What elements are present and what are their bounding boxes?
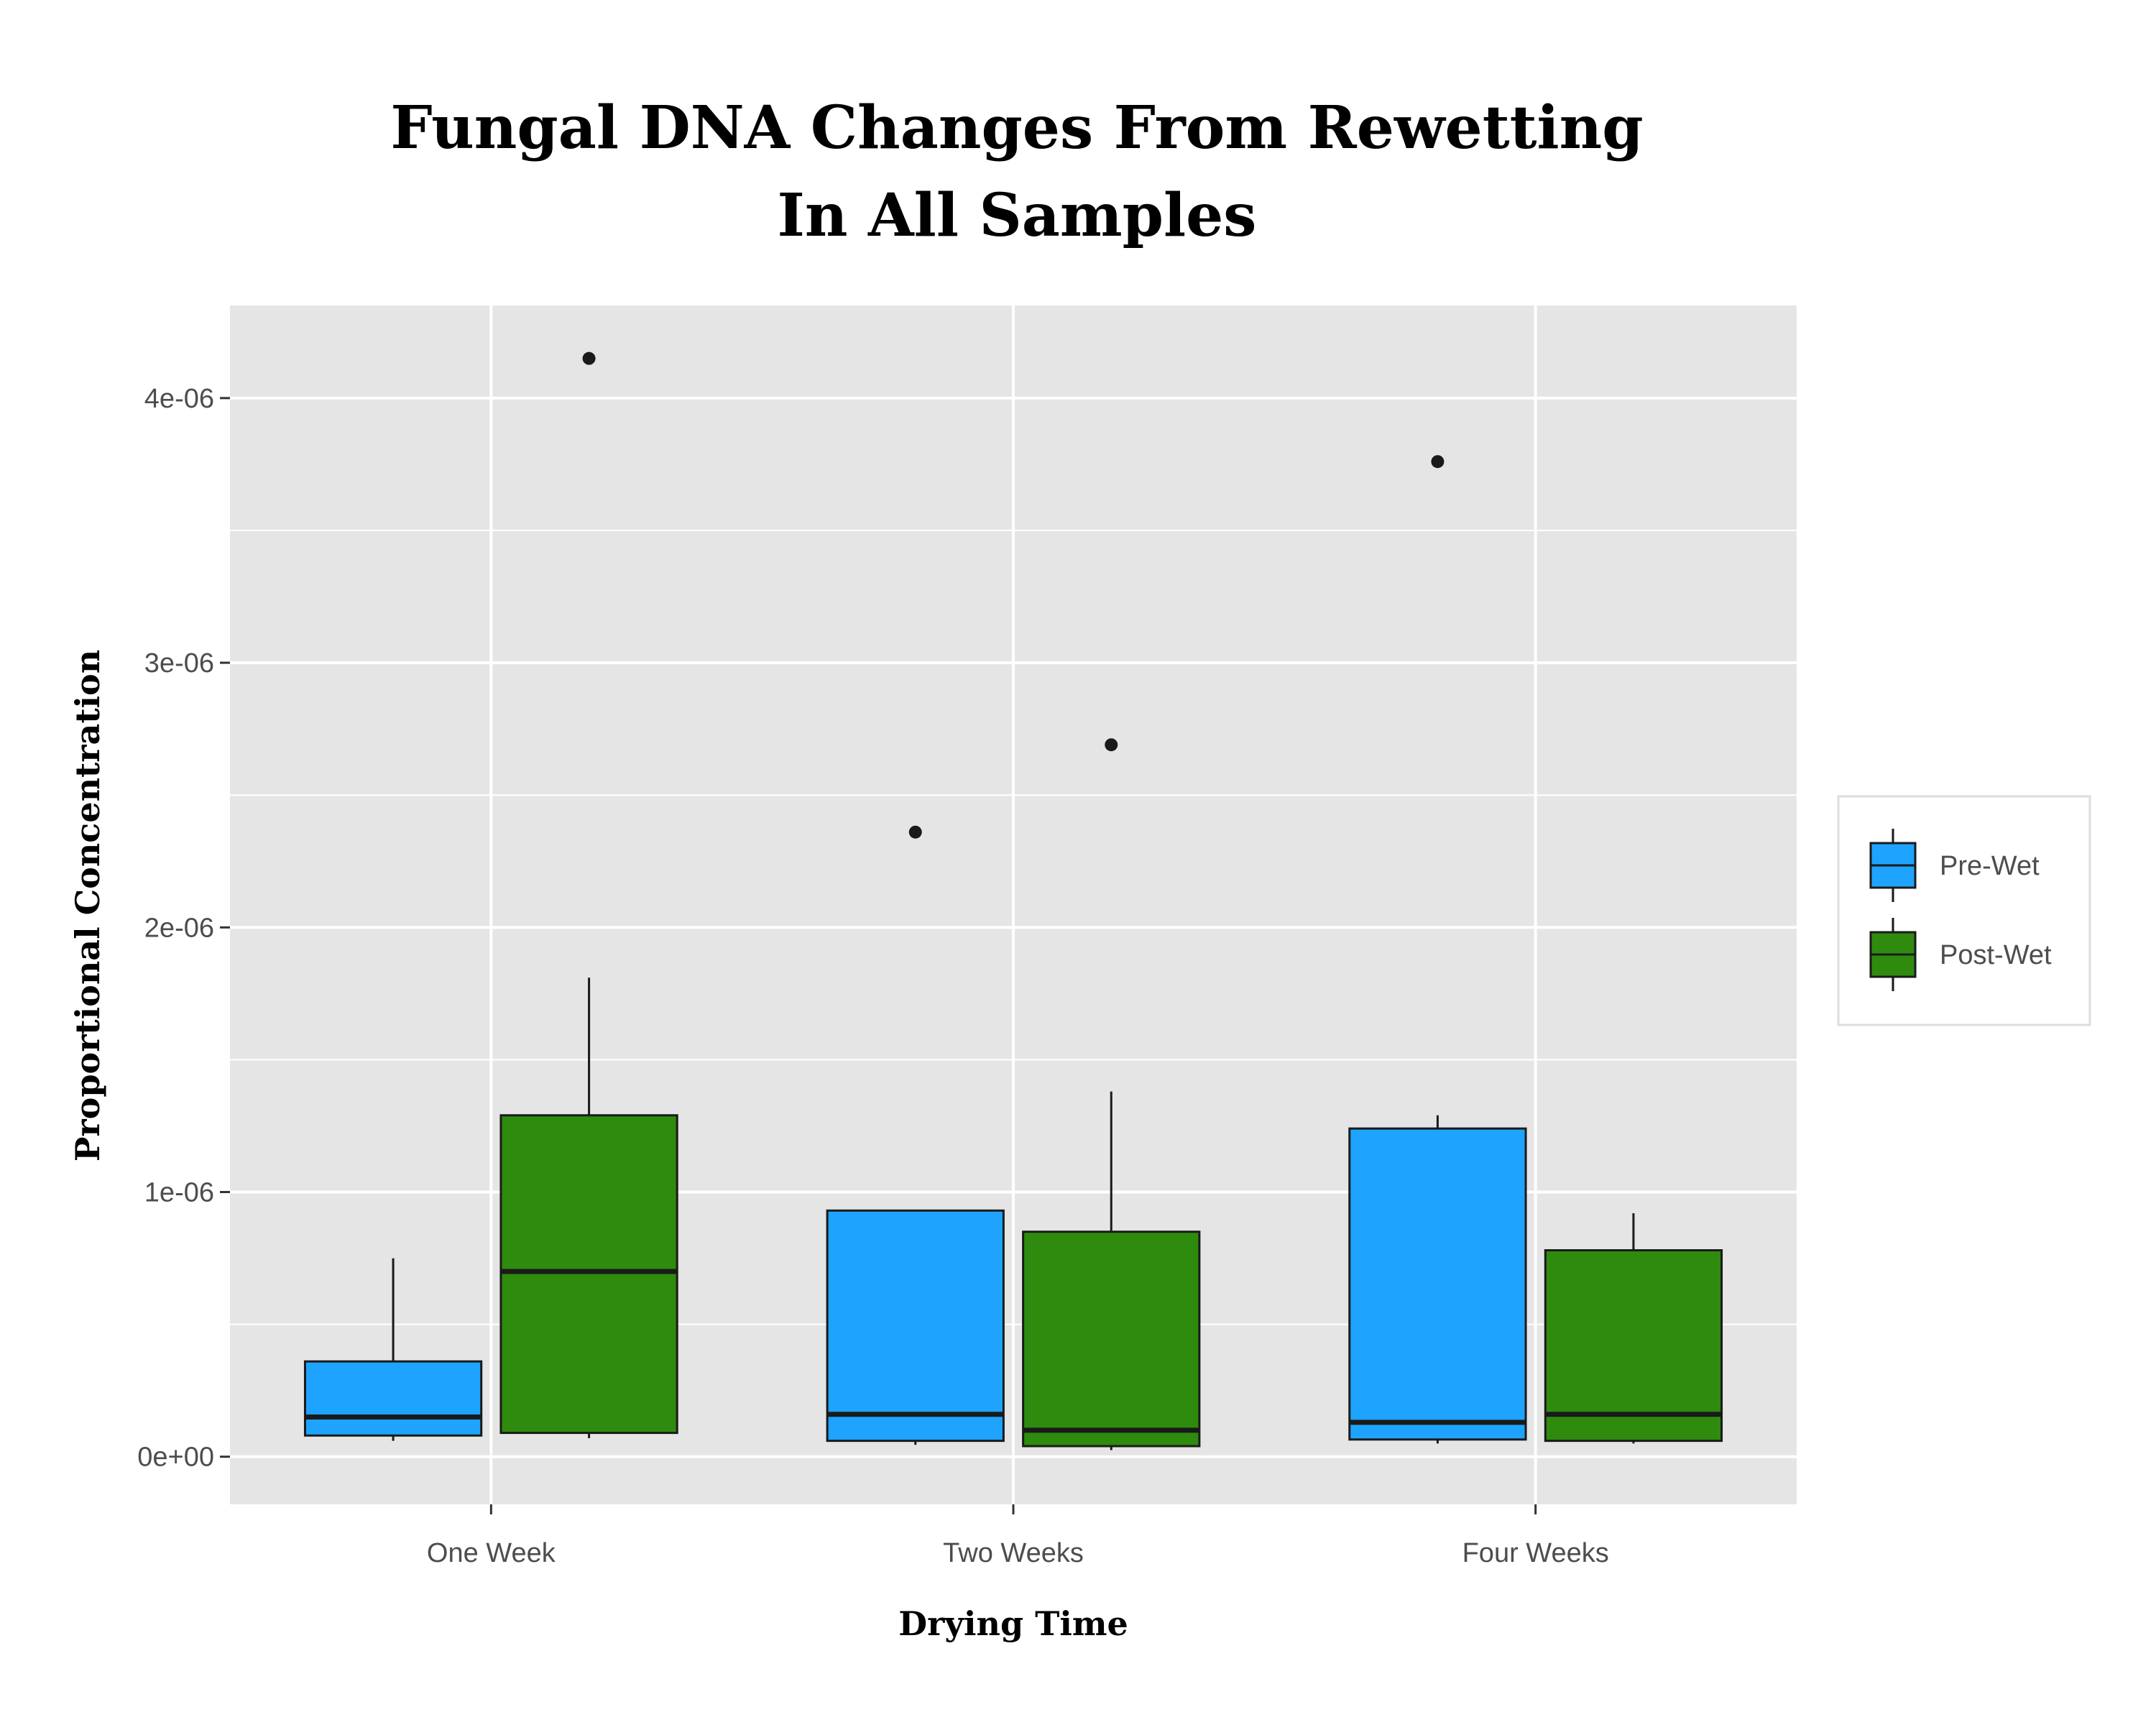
x-tick-label: Two Weeks (943, 1538, 1084, 1568)
y-tick-label: 1e-06 (144, 1178, 214, 1208)
legend-box (1837, 795, 2091, 1026)
x-axis-title: Drying Time (898, 1604, 1128, 1643)
y-tick-label: 2e-06 (144, 913, 214, 943)
box-body (1544, 1249, 1723, 1443)
box-body (1022, 1230, 1201, 1448)
box-body (499, 1114, 678, 1435)
box-body (303, 1360, 483, 1437)
chart-title-line-2: In All Samples (777, 181, 1257, 250)
outlier-point (1431, 455, 1445, 469)
box-body (1348, 1127, 1527, 1441)
x-tick-label: One Week (427, 1538, 556, 1568)
outlier-point (1105, 738, 1118, 752)
x-tick-label: Four Weeks (1462, 1538, 1609, 1568)
box-body (826, 1209, 1005, 1443)
outlier-point (582, 351, 596, 365)
legend-label: Pre-Wet (1940, 851, 2040, 881)
y-tick-label: 3e-06 (144, 648, 214, 678)
y-tick-label: 4e-06 (144, 384, 214, 414)
legend-label: Post-Wet (1940, 940, 2052, 970)
y-tick-label: 0e+00 (137, 1443, 214, 1473)
chart-title-line-1: Fungal DNA Changes From Rewetting (390, 93, 1644, 162)
outlier-point (908, 825, 922, 839)
